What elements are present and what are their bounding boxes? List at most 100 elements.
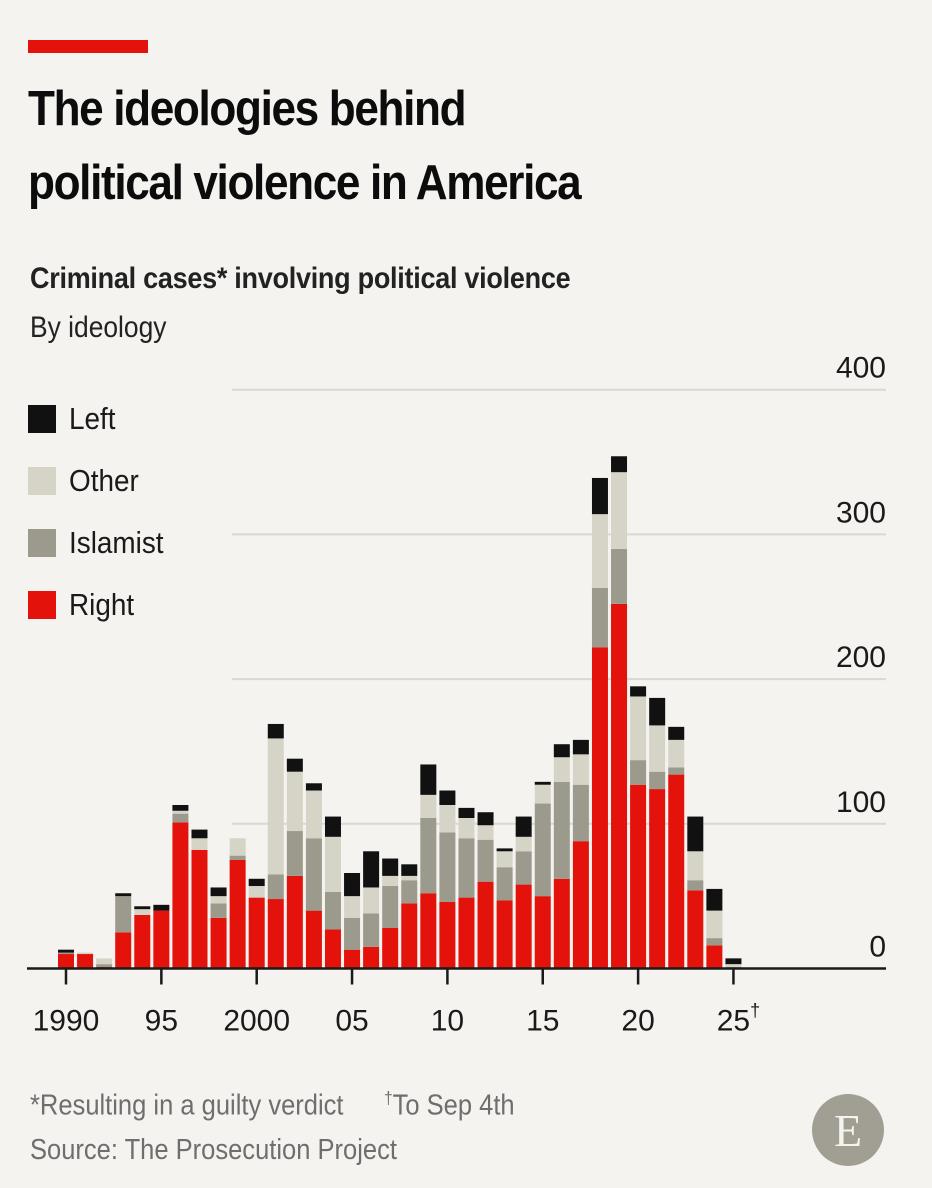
bar-right-2023 bbox=[687, 890, 704, 969]
bar-left-2015 bbox=[534, 781, 551, 785]
bar-right-2006 bbox=[363, 946, 380, 969]
accent-bar bbox=[28, 40, 148, 53]
bar-stack-2009 bbox=[420, 764, 437, 969]
legend-swatch-islamist bbox=[28, 529, 56, 557]
x-axis bbox=[27, 967, 886, 985]
bar-left-2024 bbox=[706, 888, 723, 911]
bar-right-2007 bbox=[382, 927, 399, 969]
bar-left-2020 bbox=[630, 686, 647, 697]
bar-stack-1997 bbox=[191, 829, 208, 969]
bar-right-2018 bbox=[591, 647, 608, 969]
bar-right-2014 bbox=[515, 884, 532, 969]
bar-stack-2011 bbox=[458, 807, 475, 969]
x-axis-labels: 1990 95 2000 05 10 15 20 25† bbox=[33, 1001, 761, 1038]
bar-right-2000 bbox=[248, 897, 265, 969]
x-tick-label-2020: 20 bbox=[621, 1005, 654, 1038]
bar-stack-2013 bbox=[496, 848, 513, 969]
bar-other-2021 bbox=[649, 725, 666, 772]
bar-left-2012 bbox=[477, 812, 494, 826]
bar-stack-2022 bbox=[668, 726, 685, 969]
legend-swatch-right bbox=[28, 591, 56, 619]
bar-stack-2015 bbox=[534, 781, 551, 969]
bar-islamist-2006 bbox=[363, 913, 380, 947]
bar-islamist-2024 bbox=[706, 938, 723, 946]
bar-islamist-2019 bbox=[611, 548, 628, 604]
bar-islamist-1992 bbox=[96, 964, 113, 968]
bar-right-2022 bbox=[668, 774, 685, 969]
bar-stack-2001 bbox=[267, 723, 284, 969]
bar-other-2011 bbox=[458, 818, 475, 839]
bar-islamist-2010 bbox=[439, 832, 456, 902]
bar-other-2002 bbox=[286, 771, 303, 832]
bar-other-2004 bbox=[324, 836, 341, 892]
bar-other-2014 bbox=[515, 836, 532, 852]
bar-stack-2008 bbox=[401, 864, 418, 969]
bar-right-2011 bbox=[458, 897, 475, 969]
bar-islamist-2005 bbox=[344, 917, 361, 950]
bar-stack-2002 bbox=[286, 758, 303, 969]
bar-islamist-1998 bbox=[210, 903, 227, 918]
bar-left-2008 bbox=[401, 864, 418, 876]
bar-right-2016 bbox=[553, 878, 570, 969]
footnote-line: *Resulting in a guilty verdict †To Sep 4… bbox=[30, 1088, 515, 1123]
bar-other-2006 bbox=[363, 887, 380, 914]
bar-islamist-2009 bbox=[420, 818, 437, 894]
bar-other-2009 bbox=[420, 794, 437, 819]
legend-label-left: Left bbox=[69, 401, 116, 436]
bar-left-2025 bbox=[725, 958, 742, 965]
legend-label-other: Other bbox=[69, 463, 139, 498]
chart-subtitle: Criminal cases* involving political viol… bbox=[30, 262, 571, 295]
bar-left-2022 bbox=[668, 726, 685, 740]
legend-label-right: Right bbox=[69, 587, 135, 622]
bar-stack-1995 bbox=[153, 904, 170, 969]
bar-stack-2014 bbox=[515, 816, 532, 969]
bar-stack-2004 bbox=[324, 816, 341, 969]
y-tick-label-0: 0 bbox=[869, 931, 886, 964]
bar-stack-2003 bbox=[305, 783, 322, 969]
bar-other-2003 bbox=[305, 790, 322, 839]
bar-other-2025 bbox=[725, 964, 742, 968]
bar-right-1991 bbox=[77, 954, 94, 969]
bar-right-2005 bbox=[344, 949, 361, 969]
bars bbox=[58, 456, 742, 969]
bar-islamist-2002 bbox=[286, 831, 303, 876]
bar-left-2003 bbox=[305, 783, 322, 791]
bar-right-1998 bbox=[210, 917, 227, 969]
bar-stack-2006 bbox=[363, 851, 380, 969]
bar-stack-2019 bbox=[611, 456, 628, 969]
bar-islamist-2013 bbox=[496, 867, 513, 901]
bar-islamist-2017 bbox=[572, 784, 589, 842]
y-tick-label-200: 200 bbox=[836, 641, 886, 674]
bar-other-1992 bbox=[96, 958, 113, 965]
bar-other-1997 bbox=[191, 838, 208, 850]
legend-item-other: Other bbox=[28, 450, 174, 512]
bar-right-2019 bbox=[611, 603, 628, 969]
bar-right-2020 bbox=[630, 784, 647, 969]
bar-other-1996 bbox=[172, 810, 189, 814]
bar-left-1995 bbox=[153, 904, 170, 911]
bar-stack-1990 bbox=[58, 949, 74, 969]
bar-left-1990 bbox=[58, 949, 74, 953]
bar-right-2003 bbox=[305, 910, 322, 969]
logo-letter: E bbox=[833, 1104, 863, 1156]
bar-islamist-2016 bbox=[553, 781, 570, 879]
y-axis-labels: 0 100 200 300 400 bbox=[836, 352, 886, 964]
bar-stack-1996 bbox=[172, 804, 189, 969]
footnote-guilty-verdict: *Resulting in a guilty verdict bbox=[30, 1089, 344, 1122]
bar-stack-1992 bbox=[96, 958, 113, 969]
bar-islamist-2014 bbox=[515, 851, 532, 885]
chart-title: The ideologies behind political violence… bbox=[28, 72, 820, 220]
bar-other-2010 bbox=[439, 804, 456, 833]
bar-islamist-2007 bbox=[382, 886, 399, 928]
dagger-symbol: † bbox=[384, 1088, 393, 1108]
bar-stack-2016 bbox=[553, 744, 570, 969]
bar-stack-2021 bbox=[649, 697, 666, 969]
x-tick-label-2010: 10 bbox=[431, 1005, 464, 1038]
bar-left-2017 bbox=[572, 739, 589, 755]
bar-left-1998 bbox=[210, 887, 227, 897]
bar-left-2021 bbox=[649, 697, 666, 726]
bar-left-1993 bbox=[115, 893, 132, 897]
bar-other-2000 bbox=[248, 886, 265, 898]
bar-islamist-1993 bbox=[115, 896, 132, 933]
bar-islamist-1990 bbox=[58, 952, 74, 955]
